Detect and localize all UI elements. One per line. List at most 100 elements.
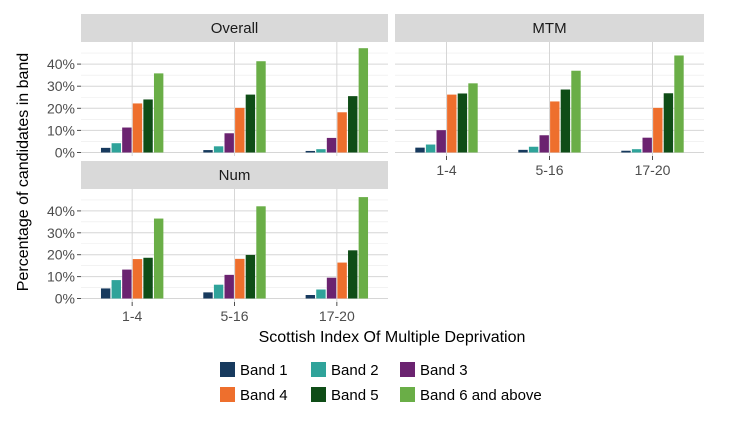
y-tick-label: 40% — [47, 203, 75, 219]
bar-overall-1-4-band-3 — [122, 127, 132, 153]
bar-overall-17-20-band-3 — [326, 137, 337, 153]
legend-label: Band 4 — [240, 387, 288, 404]
legend-item-band-2: Band 2 — [311, 362, 379, 379]
bar-overall-1-4-band-4 — [132, 103, 143, 153]
bar-mtm-5-16-band-6 — [571, 70, 581, 153]
x-tick-label: 5-16 — [220, 308, 248, 324]
bar-overall-1-4-band-2 — [111, 143, 121, 153]
legend: Band 1 Band 2 Band 3 Band 4 Band 5 Band 6 and… — [220, 362, 542, 404]
legend-item-band-4: Band 4 — [220, 387, 288, 404]
bar-num-5-16-band-4 — [235, 258, 245, 299]
legend-item-band-6: Band 6 and above — [400, 387, 542, 404]
legend-label: Band 1 — [240, 362, 288, 379]
bar-overall-17-20-band-6 — [358, 48, 369, 153]
legend-swatch — [311, 387, 326, 402]
legend-swatch — [220, 362, 235, 377]
bar-mtm-17-20-band-6 — [674, 55, 684, 153]
bar-num-17-20-band-5 — [348, 250, 358, 299]
bar-overall-5-16-band-6 — [256, 61, 266, 153]
bar-num-17-20-band-1 — [305, 295, 316, 299]
y-tick-label: 0% — [55, 145, 75, 161]
bar-num-17-20-band-3 — [326, 277, 337, 299]
facet-title: MTM — [532, 20, 566, 37]
legend-label: Band 5 — [331, 387, 379, 404]
bar-mtm-17-20-band-3 — [642, 137, 652, 153]
bar-num-1-4-band-1 — [100, 288, 111, 299]
bar-mtm-5-16-band-2 — [528, 146, 539, 153]
facet-panel-overall: Overall 0% 10% 20% 30% 40% — [47, 14, 388, 161]
bar-mtm-1-4-band-3 — [436, 130, 446, 153]
x-tick-label: 1-4 — [436, 162, 456, 178]
bar-mtm-1-4-band-5 — [457, 93, 468, 153]
bar-mtm-17-20-band-2 — [631, 149, 642, 153]
bar-overall-5-16-band-2 — [213, 146, 224, 153]
bar-mtm-17-20-band-1 — [621, 150, 631, 153]
bar-mtm-1-4-band-4 — [447, 94, 457, 153]
bar-overall-5-16-band-5 — [245, 94, 256, 153]
y-tick-label: 30% — [47, 225, 75, 241]
bar-num-1-4-band-2 — [111, 280, 121, 299]
facet-strip — [81, 161, 388, 189]
bar-num-5-16-band-6 — [256, 206, 266, 299]
y-tick-label: 40% — [47, 56, 75, 72]
legend-label: Band 3 — [420, 362, 468, 379]
y-tick-label: 30% — [47, 78, 75, 94]
bar-mtm-5-16-band-1 — [518, 149, 528, 153]
bar-overall-1-4-band-5 — [143, 99, 153, 153]
legend-swatch — [311, 362, 326, 377]
bar-num-5-16-band-2 — [213, 284, 224, 299]
facet-panel-mtm: MTM 1-4 5-16 17-20 — [395, 14, 704, 178]
legend-label: Band 6 and above — [420, 387, 542, 404]
bar-overall-17-20-band-5 — [348, 96, 358, 153]
y-tick-label: 10% — [47, 269, 75, 285]
bar-mtm-5-16-band-5 — [560, 89, 571, 153]
y-tick-label: 20% — [47, 100, 75, 116]
bar-num-1-4-band-3 — [122, 269, 132, 299]
legend-swatch — [400, 362, 415, 377]
bar-num-5-16-band-1 — [203, 292, 213, 299]
facet-panel-num: Num 0% 10% 20% 30% 40% 1-4 5-16 17-20 — [47, 161, 388, 324]
bar-num-1-4-band-4 — [132, 259, 143, 299]
bar-num-1-4-band-5 — [143, 257, 153, 299]
bar-overall-1-4-band-1 — [100, 147, 111, 153]
bar-num-5-16-band-3 — [224, 274, 234, 299]
bar-mtm-5-16-band-4 — [550, 101, 560, 153]
bar-overall-17-20-band-4 — [337, 112, 347, 153]
bar-num-17-20-band-4 — [337, 262, 347, 299]
y-tick-label: 0% — [55, 291, 75, 307]
bar-mtm-5-16-band-3 — [539, 135, 549, 153]
facet-title: Overall — [211, 20, 259, 37]
legend-label: Band 2 — [331, 362, 379, 379]
legend-swatch — [400, 387, 415, 402]
facet-title: Num — [219, 167, 251, 184]
facet-strip — [81, 14, 388, 42]
legend-swatch — [220, 387, 235, 402]
legend-item-band-3: Band 3 — [400, 362, 468, 379]
legend-item-band-1: Band 1 — [220, 362, 288, 379]
x-tick-label: 17-20 — [635, 162, 671, 178]
bar-overall-5-16-band-1 — [203, 150, 213, 153]
bar-mtm-17-20-band-5 — [663, 93, 674, 153]
y-tick-label: 10% — [47, 122, 75, 138]
bar-overall-5-16-band-4 — [235, 107, 245, 153]
bar-mtm-1-4-band-2 — [425, 144, 436, 153]
bar-mtm-1-4-band-6 — [468, 83, 478, 153]
x-axis-title: Scottish Index Of Multiple Deprivation — [259, 329, 526, 346]
bar-overall-1-4-band-6 — [153, 73, 164, 153]
bar-num-5-16-band-5 — [245, 254, 256, 299]
x-tick-label: 5-16 — [535, 162, 563, 178]
bar-overall-5-16-band-3 — [224, 133, 234, 153]
legend-item-band-5: Band 5 — [311, 387, 379, 404]
x-tick-label: 17-20 — [319, 308, 355, 324]
facet-strip — [395, 14, 704, 42]
bar-mtm-1-4-band-1 — [415, 147, 425, 153]
bar-overall-17-20-band-2 — [316, 149, 326, 153]
bar-num-17-20-band-2 — [316, 289, 326, 299]
x-tick-label: 1-4 — [122, 308, 142, 324]
bar-overall-17-20-band-1 — [305, 150, 316, 153]
y-tick-label: 20% — [47, 247, 75, 263]
bar-num-1-4-band-6 — [153, 218, 164, 299]
bar-mtm-17-20-band-4 — [653, 107, 663, 153]
y-axis-title: Percentage of candidates in band — [15, 53, 32, 291]
